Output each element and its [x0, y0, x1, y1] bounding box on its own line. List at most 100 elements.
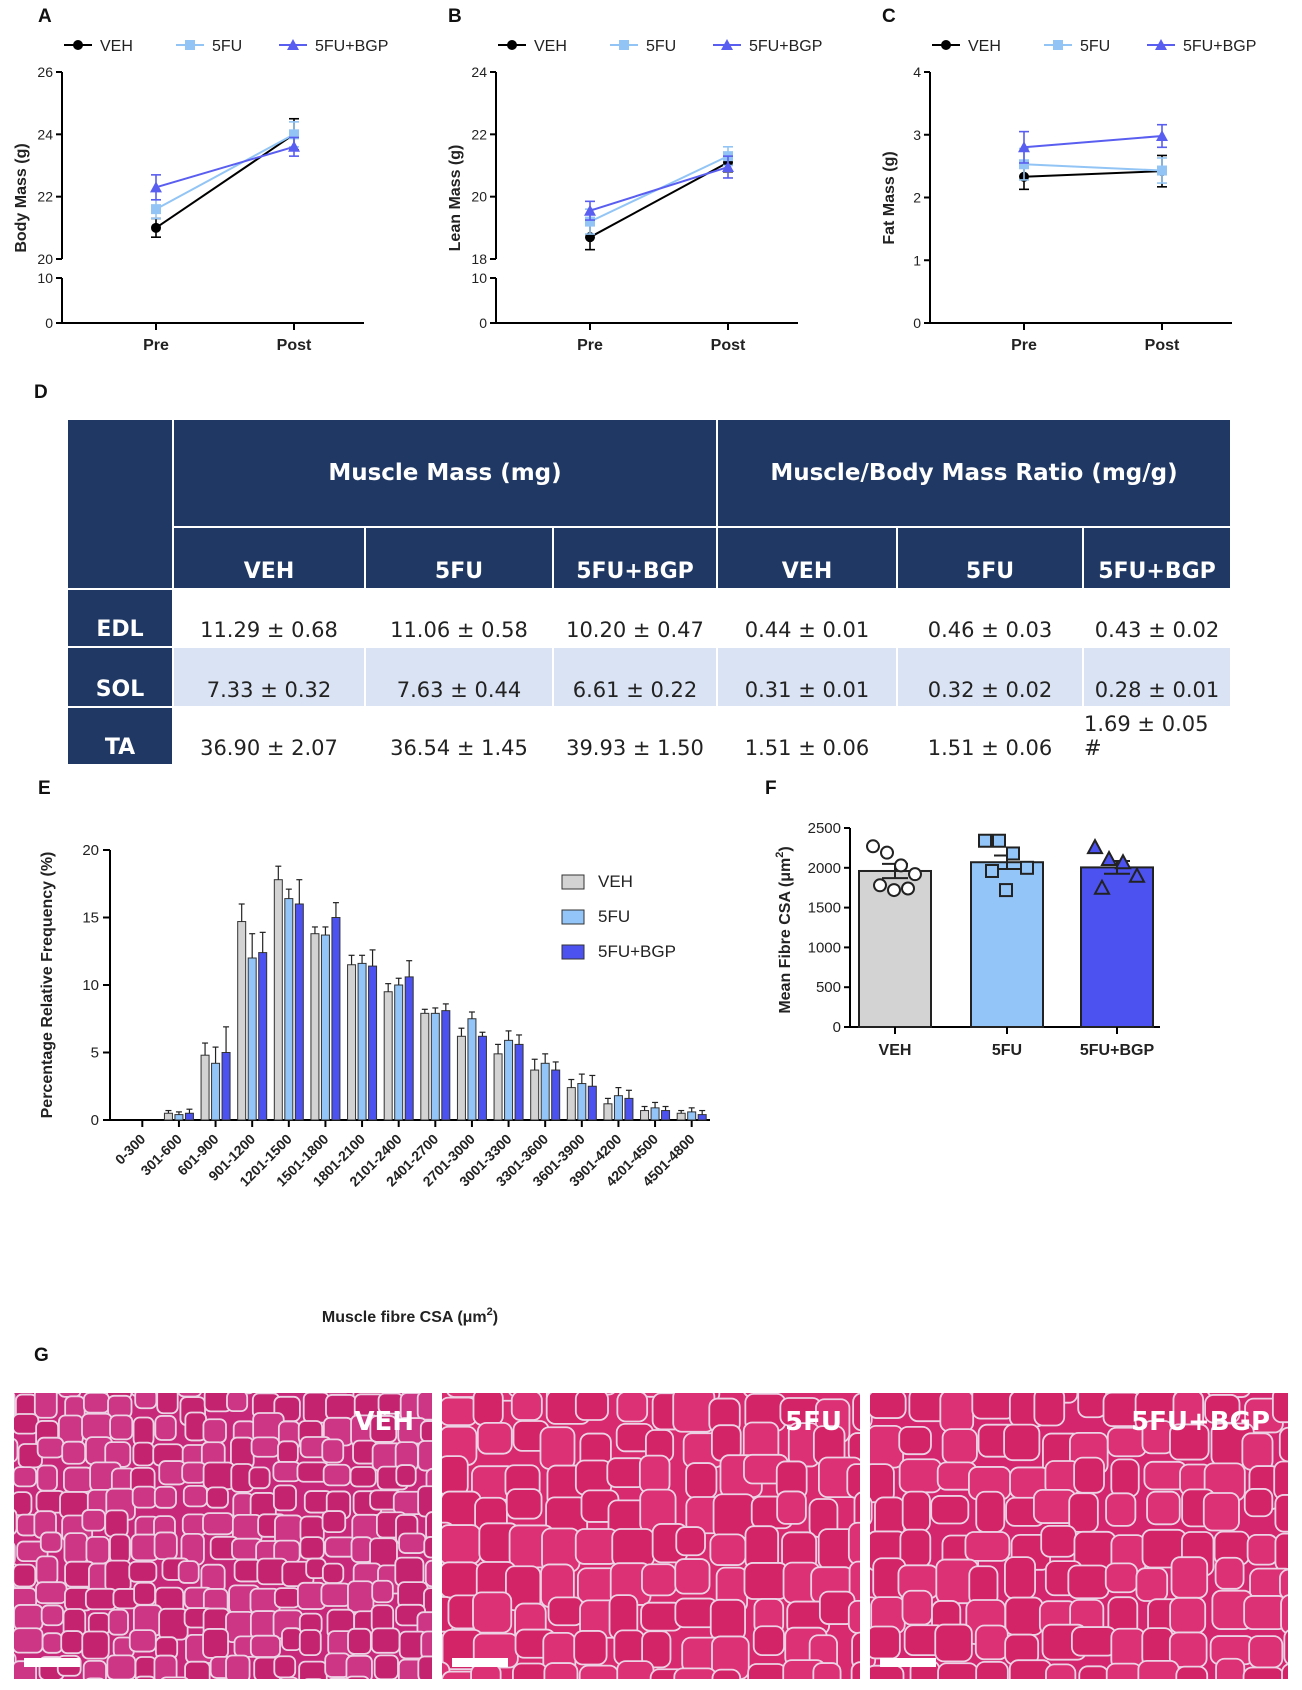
marker-triangle [584, 204, 596, 216]
muscle-fibre [674, 1558, 711, 1595]
muscle-fibre [250, 1436, 281, 1458]
bar [237, 921, 247, 1121]
muscle-fibre [14, 1604, 44, 1631]
y-tick-label: 4 [913, 64, 921, 80]
muscle-fibre [81, 1509, 106, 1532]
chart-e-csa-distribution: 0 5 10 15 20 Percentage Relative Frequency (%… [39, 842, 710, 1326]
scale-bar [24, 1658, 80, 1667]
muscle-fibre [743, 1562, 789, 1600]
muscle-fibre [128, 1629, 157, 1653]
muscle-fibre [14, 1393, 16, 1418]
bar [221, 1052, 231, 1121]
muscle-fibre [850, 1661, 860, 1679]
header-muscle-body-ratio: Muscle/Body Mass Ratio (mg/g) [718, 420, 1230, 526]
muscle-fibre [202, 1628, 229, 1659]
header-muscle-mass: Muscle Mass (mg) [174, 420, 716, 526]
marker-square [1019, 159, 1029, 170]
muscle-fibre [1283, 1629, 1288, 1665]
bar [404, 976, 414, 1121]
muscle-fibre [1004, 1596, 1044, 1636]
data-point-circle [880, 845, 894, 860]
muscle-fibre [1104, 1562, 1139, 1594]
muscle-fibre [85, 1535, 111, 1565]
muscle-fibre [578, 1664, 620, 1679]
muscle-fibre [1241, 1432, 1274, 1471]
muscle-fibre [964, 1531, 1011, 1562]
panel-letter-c: C [882, 6, 896, 27]
bar [687, 1111, 697, 1121]
bar [357, 962, 367, 1121]
bar [273, 879, 283, 1121]
muscle-fibre [847, 1599, 860, 1634]
muscle-fibre [846, 1463, 860, 1499]
muscle-fibre [611, 1528, 655, 1568]
legend-label: 5FU+BGP [598, 942, 676, 961]
muscle-fibre [134, 1393, 158, 1410]
bar [258, 952, 268, 1121]
x-axis-label: Muscle fibre CSA (μm2) [322, 1306, 498, 1326]
table-cell: 36.54 ± 1.45 [390, 736, 528, 760]
bar [430, 1012, 440, 1121]
y-tick-label: 3 [913, 127, 921, 143]
subheader-5fu-mass: 5FU [366, 528, 552, 588]
bar [163, 1112, 173, 1121]
muscle-fibre [14, 1491, 33, 1517]
muscle-fibre [1215, 1657, 1246, 1679]
y-axis-label: Lean Mass (g) [447, 145, 464, 252]
bar [540, 1062, 550, 1121]
y-tick-label: 15 [82, 910, 99, 927]
chart-b-lean-mass: VEH 5FU 5FU+BGP 18 20 22 24 0 10 Pre Post Lean Mass… [447, 38, 822, 354]
muscle-fibre [36, 1464, 58, 1492]
legend-swatch [561, 944, 585, 960]
bar [650, 1107, 660, 1121]
muscle-fibre [134, 1675, 156, 1679]
bar [661, 1110, 671, 1121]
marker-square [151, 204, 161, 215]
muscle-fibre [423, 1587, 432, 1618]
muscle-fibre [675, 1526, 706, 1557]
legend-swatch [561, 874, 585, 890]
bar [368, 965, 378, 1121]
subheader-veh-ratio: VEH [718, 528, 896, 588]
muscle-fibre [349, 1466, 377, 1488]
bar [211, 1062, 221, 1121]
marker-square [1053, 40, 1063, 50]
muscle-fibre [107, 1608, 129, 1636]
muscle-fibre [1169, 1423, 1210, 1461]
muscle-fibre [1242, 1666, 1285, 1679]
data-point-square [999, 883, 1013, 898]
muscle-fibre [1274, 1532, 1288, 1572]
y-tick-label: 10 [82, 977, 99, 994]
y-tick-label: 500 [816, 979, 841, 996]
muscle-fibre [870, 1497, 873, 1525]
y-tick-label: 26 [37, 64, 53, 80]
data-point-triangle [1100, 849, 1118, 867]
x-tick-label: Post [277, 337, 312, 354]
muscle-fibre [852, 1393, 860, 1432]
muscle-fibre [107, 1394, 133, 1419]
muscle-fibre [941, 1428, 978, 1465]
muscle-fibre [423, 1536, 432, 1559]
muscle-fibre [539, 1426, 576, 1470]
marker-triangle [721, 39, 733, 50]
muscle-fibre [1078, 1665, 1110, 1679]
table-cell: 11.29 ± 0.68 [200, 618, 338, 642]
muscle-fibre [63, 1532, 89, 1565]
muscle-fibre [325, 1394, 357, 1421]
muscle-fibre [974, 1624, 1009, 1661]
y-tick-label: 5 [91, 1045, 99, 1062]
muscle-fibre [752, 1625, 785, 1656]
muscle-fibre [937, 1662, 979, 1679]
muscle-fibre [109, 1533, 131, 1564]
muscle-fibre [109, 1414, 134, 1441]
muscle-fibre [416, 1393, 432, 1421]
muscle-fibre [870, 1425, 905, 1469]
marker-square [185, 40, 195, 50]
muscle-fibre [709, 1598, 746, 1641]
y-tick-label: 10 [471, 270, 487, 286]
muscle-fibre [898, 1458, 943, 1494]
muscle-fibre [81, 1412, 113, 1441]
panel-letter-f: F [765, 778, 777, 799]
muscle-fibre [870, 1393, 907, 1419]
muscle-fibre [177, 1393, 202, 1398]
